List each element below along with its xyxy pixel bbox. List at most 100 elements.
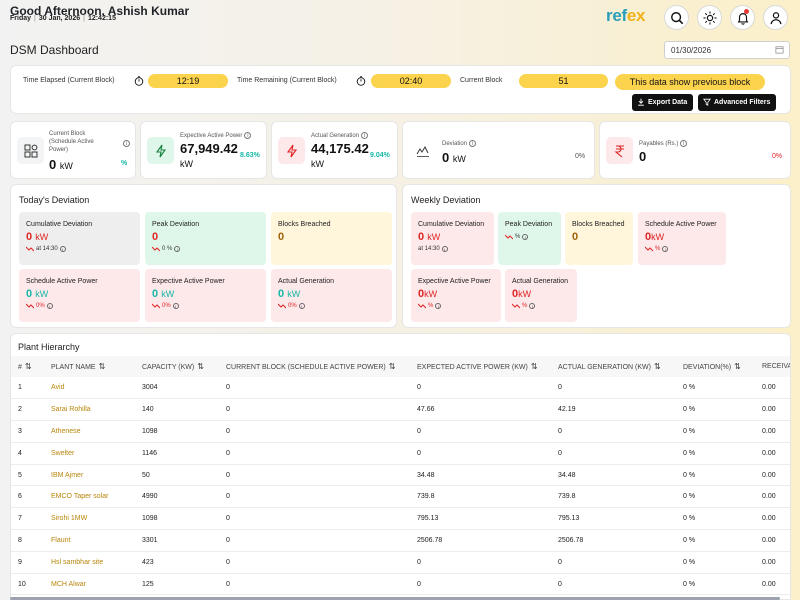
kpi-current-block: Current Block (Schedule Active Power) i … — [10, 121, 136, 179]
table-cell: 34.48 — [410, 464, 551, 487]
table-cell: 0.00 — [755, 442, 790, 465]
kpi-value: 0 kW — [442, 150, 466, 165]
info-icon[interactable]: i — [174, 246, 181, 252]
timer-icon — [134, 76, 144, 86]
search-icon — [670, 11, 683, 24]
table-cell: 0 — [551, 442, 676, 465]
column-header[interactable]: CAPACITY (KW) ⇅ — [142, 362, 204, 371]
table-cell: 423 — [135, 551, 219, 574]
info-icon[interactable]: i — [123, 140, 130, 147]
plant-name-link[interactable]: Swelter — [44, 442, 135, 465]
table-cell: 0 — [551, 551, 676, 574]
plant-name-link[interactable]: Athenese — [44, 420, 135, 443]
info-icon[interactable]: i — [435, 303, 442, 309]
info-icon[interactable]: i — [46, 303, 53, 309]
kpi-unit: kW — [311, 159, 324, 169]
notification-dot — [744, 9, 749, 14]
table-row[interactable]: 8 Flaunt 3301 0 2506.78 2506.78 0 % 0.00 — [11, 529, 790, 552]
info-icon[interactable]: i — [59, 246, 66, 252]
table-row[interactable]: 1 Avid 3004 0 0 0 0 % 0.00 — [11, 377, 790, 400]
remaining-label: Time Remaining (Current Block) — [237, 77, 337, 84]
info-icon[interactable]: i — [469, 140, 477, 147]
plant-name-link[interactable]: EMCO Taper solar — [44, 485, 135, 509]
remaining-value: 02:40 — [371, 74, 451, 88]
table-cell: 0 — [219, 377, 410, 400]
info-icon[interactable]: i — [680, 140, 688, 147]
tile-schedule-active-power: Schedule Active Power 0kW % i — [638, 212, 726, 265]
table-cell: 0.00 — [755, 420, 790, 443]
advanced-filters-button[interactable]: Advanced Filters — [698, 94, 777, 111]
kpi-payables: Payables (Rs.) i 0 0% — [599, 121, 791, 179]
table-row[interactable]: 7 Sirohi 1MW 1098 0 795.13 795.13 0 % 0.00 — [11, 507, 790, 531]
info-icon[interactable]: i — [298, 303, 305, 309]
day: Friday — [10, 15, 32, 22]
column-header[interactable]: CURRENT BLOCK (SCHEDULE ACTIVE POWER) ⇅ — [226, 362, 396, 371]
info-icon[interactable]: i — [441, 246, 448, 252]
horizontal-scrollbar[interactable] — [10, 597, 780, 600]
plant-name-link[interactable]: Sirohi 1MW — [44, 507, 135, 531]
profile-button[interactable] — [763, 5, 788, 30]
column-header[interactable]: # ⇅ — [18, 362, 32, 371]
info-icon[interactable]: i — [529, 303, 536, 309]
table-row[interactable]: 4 Swelter 1146 0 0 0 0 % 0.00 — [11, 442, 790, 465]
sort-icon[interactable]: ⇅ — [197, 362, 204, 371]
column-header[interactable]: PLANT NAME ⇅ — [51, 362, 106, 371]
table-row[interactable]: 2 Sarai Rohilla 140 0 47.66 42.19 0 % 0.00 — [11, 398, 790, 422]
plant-name-link[interactable]: IBM Ajmer — [44, 464, 135, 487]
elapsed-label: Time Elapsed (Current Block) — [23, 77, 115, 84]
sort-icon[interactable]: ⇅ — [530, 362, 538, 371]
plant-name-link[interactable]: Avid — [44, 377, 135, 400]
info-icon[interactable]: i — [522, 234, 529, 240]
info-icon[interactable]: i — [361, 132, 369, 139]
table-cell: 0 % — [676, 464, 755, 487]
plant-name-link[interactable]: Flaunt — [44, 529, 135, 552]
table-row[interactable]: 3 Athenese 1098 0 0 0 0 % 0.00 — [11, 420, 790, 443]
table-cell: 0 — [219, 573, 410, 596]
plant-name-link[interactable]: Hsl sambhar site — [44, 551, 135, 574]
sort-icon[interactable]: ⇅ — [24, 362, 32, 371]
table-cell: 47.66 — [410, 398, 551, 422]
info-icon[interactable]: i — [172, 303, 179, 309]
table-cell: 739.8 — [410, 485, 551, 509]
table-cell: 0 % — [676, 377, 755, 400]
table-row[interactable]: 5 IBM Ajmer 50 0 34.48 34.48 0 % 0.00 — [11, 464, 790, 487]
tile-expective-active-power: Expective Active Power 0 kW 0% i — [145, 269, 266, 322]
table-row[interactable]: 9 Hsl sambhar site 423 0 0 0 0 % 0.00 — [11, 551, 790, 574]
date-picker[interactable]: 01/30/2026 — [664, 41, 790, 59]
sort-icon[interactable]: ⇅ — [98, 362, 106, 371]
plant-name-link[interactable]: Sarai Rohilla — [44, 398, 135, 422]
search-button[interactable] — [664, 5, 689, 30]
column-header[interactable]: DEVIATION(%) ⇅ — [683, 362, 741, 371]
column-header[interactable]: RECEIVA — [762, 363, 791, 370]
table-row[interactable]: 10 MCH Alwar 125 0 0 0 0 % 0.00 — [11, 573, 790, 596]
sort-icon[interactable]: ⇅ — [653, 362, 661, 371]
tile-peak-deviation: Peak Deviation % i — [498, 212, 561, 265]
panel-title: Weekly Deviation — [411, 195, 481, 205]
info-icon[interactable]: i — [662, 246, 669, 252]
table-row[interactable]: 6 EMCO Taper solar 4990 0 739.8 739.8 0 % 0.00 — [11, 485, 790, 509]
table-cell: 0 — [551, 420, 676, 443]
table-cell: 1098 — [135, 420, 219, 443]
plant-name-link[interactable]: MCH Alwar — [44, 573, 135, 596]
trend-down-icon — [645, 246, 653, 252]
column-header[interactable]: ACTUAL GENERATION (KW) ⇅ — [558, 362, 661, 371]
trend-down-icon — [505, 234, 513, 240]
tile-cumulative-deviation: Cumulative Deviation 0 kW at 14:30 i — [411, 212, 494, 265]
chart-icon — [409, 137, 436, 164]
table-cell: 0.00 — [755, 464, 790, 487]
theme-toggle-button[interactable] — [697, 5, 722, 30]
sort-icon[interactable]: ⇅ — [734, 362, 741, 371]
table-cell: 3004 — [135, 377, 219, 400]
table-cell: 0.00 — [755, 398, 790, 422]
sort-icon[interactable]: ⇅ — [388, 362, 396, 371]
column-header[interactable]: EXPECTED ACTIVE POWER (KW) ⇅ — [417, 362, 538, 371]
kpi-value: 0 — [639, 149, 647, 164]
info-icon[interactable]: i — [244, 132, 252, 139]
kpi-value: 67,949.42 — [180, 141, 238, 156]
export-data-button[interactable]: Export Data — [632, 94, 694, 111]
table-cell: 0 — [410, 377, 551, 400]
notifications-button[interactable] — [730, 5, 755, 30]
table-cell: 0.00 — [755, 485, 790, 509]
table-cell: 42.19 — [551, 398, 676, 422]
table-cell: 125 — [135, 573, 219, 596]
